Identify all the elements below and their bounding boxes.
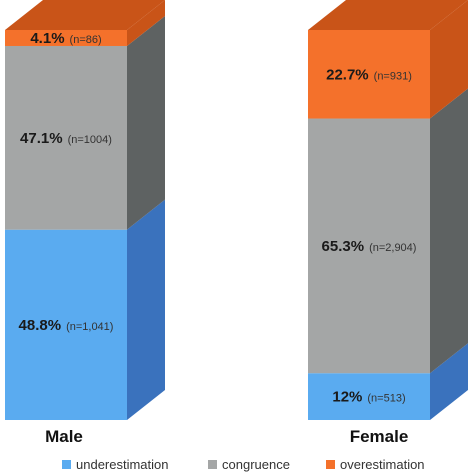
bar-female-congruence — [308, 118, 430, 374]
data-label-female-congruence: 65.3% (n=2,904) — [322, 238, 417, 255]
bars-layer — [5, 0, 468, 420]
bar-side-male-congruence — [127, 15, 165, 230]
pct-label-male-underestimation: 48.8% — [19, 317, 62, 334]
legend-swatch-overestimation — [326, 460, 335, 469]
data-label-male-overestimation: 4.1% (n=86) — [30, 30, 101, 47]
labels-layer: 48.8% (n=1,041) 47.1% (n=1004) 4.1% (n=86) 12%… — [19, 30, 417, 406]
bar-male-overestimation — [5, 30, 127, 46]
legend-swatch-congruence — [208, 460, 217, 469]
data-label-female-overestimation: 22.7% (n=931) — [326, 66, 412, 83]
bar-side-male-underestimation — [127, 199, 165, 420]
pct-label-female-overestimation: 22.7% — [326, 66, 369, 83]
pct-label-male-overestimation: 4.1% — [30, 30, 64, 47]
legend: underestimation congruence overestimation — [62, 457, 425, 472]
legend-label-congruence: congruence — [222, 457, 290, 472]
bar-top-male — [5, 0, 165, 30]
pct-label-female-underestimation: 12% — [332, 389, 362, 406]
bar-side-female-congruence — [430, 88, 468, 374]
bar-male-congruence — [5, 45, 127, 230]
pct-label-female-congruence: 65.3% — [322, 238, 365, 255]
n-label-female-underestimation: (n=513) — [367, 393, 405, 405]
bar-side-female-overestimation — [430, 0, 468, 119]
n-label-female-congruence: (n=2,904) — [369, 242, 416, 254]
data-label-male-underestimation: 48.8% (n=1,041) — [19, 317, 114, 334]
category-label-male: Male — [45, 427, 83, 446]
data-label-female-underestimation: 12% (n=513) — [332, 389, 405, 406]
data-label-male-congruence: 47.1% (n=1004) — [20, 130, 112, 147]
n-label-male-congruence: (n=1004) — [68, 134, 112, 146]
category-label-female: Female — [350, 427, 409, 446]
category-labels: Male Female — [45, 427, 408, 446]
bar-top-female — [308, 0, 468, 30]
legend-swatch-underestimation — [62, 460, 71, 469]
pct-label-male-congruence: 47.1% — [20, 130, 63, 147]
bar-male-underestimation — [5, 229, 127, 420]
legend-label-overestimation: overestimation — [340, 457, 425, 472]
bar-side-male-overestimation — [127, 0, 165, 46]
bar-female-overestimation — [308, 30, 430, 119]
bar-female-underestimation — [308, 373, 430, 420]
n-label-male-overestimation: (n=86) — [70, 34, 102, 46]
legend-label-underestimation: underestimation — [76, 457, 169, 472]
bar-side-female-underestimation — [430, 343, 468, 420]
n-label-male-underestimation: (n=1,041) — [66, 321, 113, 333]
n-label-female-overestimation: (n=931) — [374, 70, 412, 82]
